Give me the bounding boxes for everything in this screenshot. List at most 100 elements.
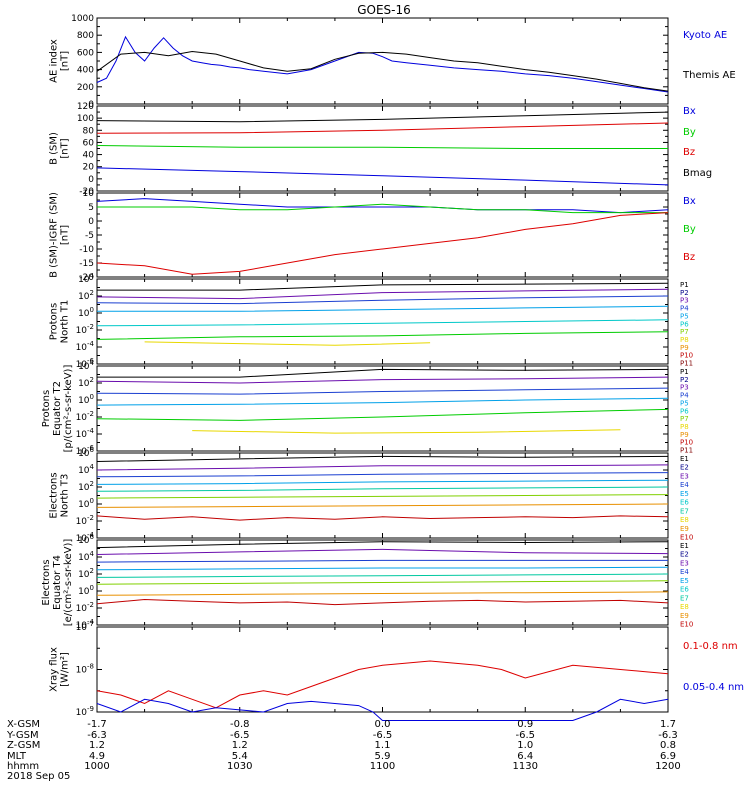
y-tick-label: 10-6 [76, 444, 95, 457]
series-line-bx [96, 167, 669, 186]
series-line-e8 [96, 598, 669, 606]
y-tick-label: 400 [77, 66, 94, 76]
panel-frame [96, 17, 669, 105]
y-tick-label: 100 [78, 497, 94, 510]
x-tick-value: 1.2 [89, 740, 105, 751]
series-label-by: By [683, 127, 696, 138]
y-axis-label: North T1 [60, 300, 71, 344]
x-tick-value: 1.7 [660, 719, 676, 730]
series-line-p5 [96, 319, 669, 327]
y-tick-label: 40 [83, 151, 95, 161]
y-tick-label: -10 [79, 245, 94, 255]
x-tick-value: -1.7 [87, 719, 107, 730]
channel-legend-e1: E1 [680, 455, 689, 463]
x-tick-value: -6.3 [87, 730, 107, 741]
series-line-p1 [97, 282, 669, 291]
panel-frame [96, 365, 669, 452]
series-line-p3 [96, 387, 669, 395]
channel-legend-e5: E5 [680, 490, 689, 498]
channel-legend-e10: E10 [680, 621, 693, 629]
x-tick-value: -0.8 [230, 719, 250, 730]
x-tick-value: 0.0 [375, 719, 391, 730]
x-tick-value: 1030 [227, 761, 252, 772]
series-line-e6 [96, 494, 669, 499]
channel-legend-e9: E9 [680, 525, 689, 533]
series-line-by [96, 145, 668, 149]
channel-legend-e4: E4 [680, 481, 689, 489]
channel-legend-p4: P4 [680, 392, 689, 400]
series-line-e2 [96, 548, 669, 555]
series-label-by: By [683, 224, 696, 235]
x-tick-value: -6.5 [373, 730, 393, 741]
y-tick-label: 800 [77, 31, 94, 41]
channel-legend-e3: E3 [680, 472, 689, 480]
x-tick-value: 4.9 [89, 751, 105, 762]
y-axis-label: Equator T4 [52, 555, 63, 610]
x-tick-value: 6.9 [660, 751, 676, 762]
channel-legend-e7: E7 [680, 594, 689, 602]
y-axis-label: [p/(cm²-s-sr-keV)] [63, 365, 74, 453]
channel-legend-e2: E2 [680, 464, 689, 472]
y-tick-label: 80 [83, 126, 95, 136]
panel-5 [96, 365, 669, 452]
panel-8 [96, 626, 669, 721]
panel-frame [96, 192, 669, 278]
series-line-e7 [96, 503, 669, 508]
x-tick-value: -6.5 [230, 730, 250, 741]
series-line-p7 [144, 341, 431, 346]
y-tick-label: 10-2 [76, 410, 94, 423]
series-line-p6 [96, 331, 669, 340]
y-axis-label: Electrons [41, 559, 52, 605]
y-tick-label: 0 [88, 217, 94, 227]
y-axis-label: [nT] [60, 138, 71, 158]
x-tick-value: -6.5 [515, 730, 535, 741]
date-label: 2018 Sep 05 [7, 771, 70, 782]
y-tick-label: 10-7 [76, 620, 94, 633]
y-tick-label: 10-6 [76, 357, 95, 370]
channel-legend-p10: P10 [680, 439, 693, 447]
panel-frame [96, 278, 669, 365]
series-line-e1 [96, 541, 669, 549]
series-line-p6 [192, 429, 621, 434]
x-tick-value: 1100 [370, 761, 395, 772]
x-tick-value: 1.2 [232, 740, 248, 751]
y-tick-label: 10-4 [76, 340, 95, 353]
series-line-0-05-0-4-nm [96, 698, 669, 721]
x-tick-value: 1.1 [375, 740, 391, 751]
channel-legend-p7: P7 [680, 415, 689, 423]
channel-legend-p8: P8 [680, 423, 689, 431]
series-line-bz [96, 212, 669, 275]
y-tick-label: 600 [77, 48, 94, 58]
channel-legend-p9: P9 [680, 431, 689, 439]
panel-6 [96, 452, 669, 539]
channel-legend-p9: P9 [680, 344, 689, 352]
channel-legend-p2: P2 [680, 376, 689, 384]
series-label-0-05-0-4-nm: 0.05-0.4 nm [683, 682, 744, 693]
y-axis-label: [W/m²] [60, 652, 71, 687]
series-line-e1 [96, 455, 669, 462]
series-line-bmag [96, 111, 669, 123]
y-axis-label: [nT] [60, 225, 71, 245]
channel-legend-p5: P5 [680, 312, 689, 320]
y-tick-label: 102 [78, 567, 94, 580]
x-tick-value: 1130 [513, 761, 538, 772]
series-line-e3 [96, 472, 669, 478]
channel-legend-p2: P2 [680, 289, 689, 297]
y-axis-label: Xray flux [49, 647, 60, 692]
series-line-e3 [96, 559, 668, 563]
y-tick-label: 10-8 [76, 663, 94, 676]
y-tick-label: 10 [83, 189, 95, 199]
y-axis-label: AE index [49, 39, 60, 83]
series-label-kyoto-ae: Kyoto AE [683, 30, 727, 41]
x-row-label: hhmm [7, 761, 39, 772]
series-line-e8 [96, 515, 669, 521]
y-tick-label: 104 [78, 272, 94, 285]
y-axis-label: North T3 [60, 474, 71, 518]
y-tick-label: 10-2 [76, 323, 94, 336]
series-line-p4 [96, 397, 669, 406]
y-tick-label: 1000 [71, 14, 94, 24]
x-row-label: X-GSM [7, 719, 40, 730]
x-row-label: MLT [7, 751, 27, 762]
channel-legend-e6: E6 [680, 499, 689, 507]
series-line-e2 [96, 464, 669, 471]
